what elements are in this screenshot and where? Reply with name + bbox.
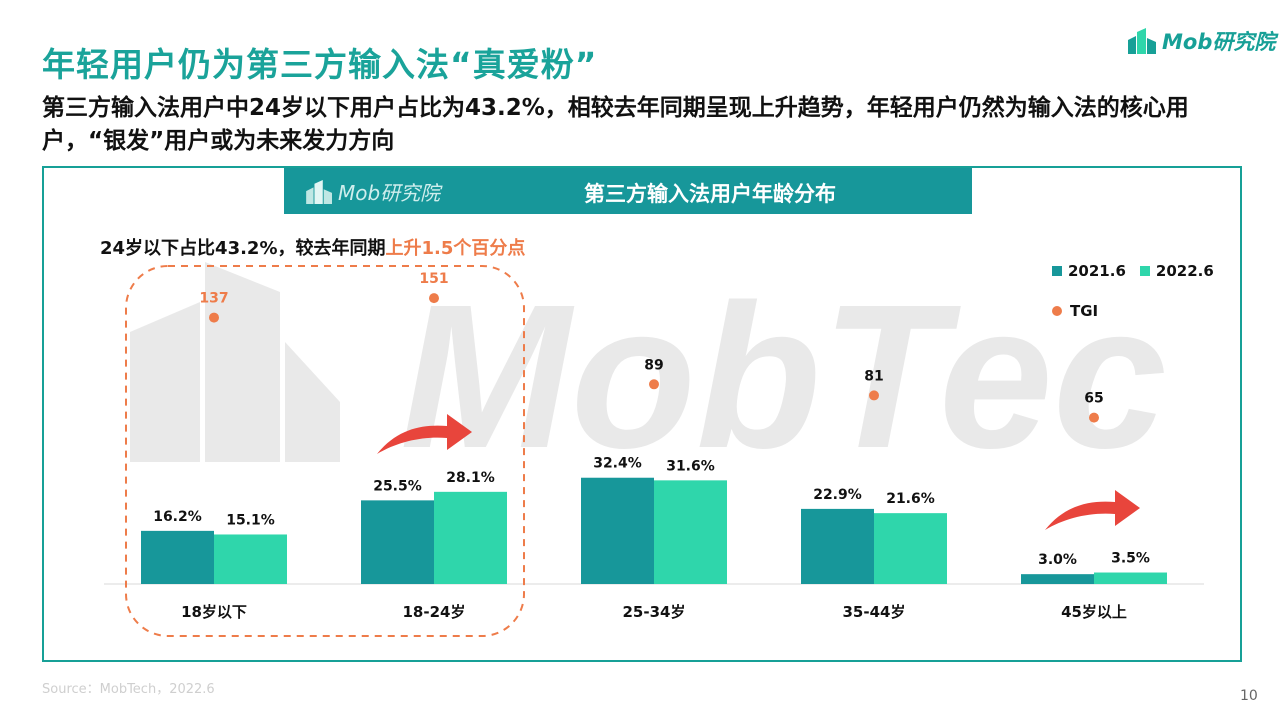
logo-text: Mob研究院 xyxy=(1162,30,1276,54)
bar-value-label: 32.4% xyxy=(593,456,642,472)
tgi-point-3 xyxy=(869,390,879,401)
chart-frame xyxy=(42,166,1242,662)
bar-2021.6-0 xyxy=(141,530,214,584)
building-logo-icon xyxy=(306,179,332,204)
x-tick-label: 45岁以上 xyxy=(1061,603,1127,621)
bar-2022.6-1 xyxy=(434,491,507,584)
source-note: Source：MobTech，2022.6 xyxy=(42,682,215,697)
watermark: MobTech xyxy=(130,262,1280,491)
bar-2022.6-4 xyxy=(1094,572,1167,584)
chart-title: 第三方输入法用户年龄分布 xyxy=(584,182,836,206)
tgi-point-4 xyxy=(1089,412,1099,423)
legend-item-tgi: TGI xyxy=(1052,302,1214,320)
tgi-value-label: 151 xyxy=(419,271,448,287)
chart-annotation: 24岁以下占比43.2%，较去年同期上升1.5个百分点 xyxy=(100,234,525,260)
bar-value-label: 15.1% xyxy=(226,512,275,528)
bar-value-label: 16.2% xyxy=(153,509,202,525)
highlight-box xyxy=(125,265,525,637)
x-tick-label: 18岁以下 xyxy=(181,603,247,621)
building-logo-icon xyxy=(1128,28,1156,54)
chart-banner: Mob研究院 第三方输入法用户年龄分布 xyxy=(284,168,972,214)
annotation-highlight: 上升1.5个百分点 xyxy=(385,238,526,259)
page-title: 年轻用户仍为第三方输入法“真爱粉” xyxy=(42,45,598,84)
bar-2022.6-2 xyxy=(654,480,727,584)
banner-logo: Mob研究院 xyxy=(306,177,440,206)
bar-2021.6-4 xyxy=(1021,574,1094,584)
tgi-value-label: 137 xyxy=(199,291,228,307)
bar-value-label: 3.0% xyxy=(1038,552,1077,568)
bar-value-label: 31.6% xyxy=(666,458,715,474)
x-tick-label: 35-44岁 xyxy=(843,603,906,621)
bar-2022.6-0 xyxy=(214,534,287,584)
page-subtitle: 第三方输入法用户中24岁以下用户占比为43.2%，相较去年同期呈现上升趋势，年轻… xyxy=(42,95,1189,154)
bar-value-label: 25.5% xyxy=(373,478,422,494)
x-tick-label: 18-24岁 xyxy=(403,603,466,621)
trend-arrow-icon xyxy=(377,414,472,454)
legend-label: 2022.6 xyxy=(1155,262,1214,280)
watermark-building-icon xyxy=(130,302,200,462)
tgi-point-0 xyxy=(209,312,219,323)
bar-2021.6-3 xyxy=(801,508,874,584)
bar-value-label: 22.9% xyxy=(813,487,862,503)
legend-label: 2021.6 xyxy=(1068,262,1126,280)
bar-2022.6-3 xyxy=(874,513,947,584)
annotation-text: 24岁以下占比43.2%，较去年同期 xyxy=(100,238,386,259)
trend-arrow-icon xyxy=(1045,490,1140,530)
tgi-point-1 xyxy=(429,293,439,304)
tgi-value-label: 65 xyxy=(1084,391,1103,407)
banner-logo-text: Mob研究院 xyxy=(338,181,441,205)
watermark-text: MobTech xyxy=(400,262,1170,462)
tgi-value-label: 89 xyxy=(644,357,663,373)
legend-item-2022: 2022.6 xyxy=(1139,262,1214,280)
bar-2021.6-1 xyxy=(361,500,434,584)
legend-swatch xyxy=(1139,266,1150,276)
tgi-point-2 xyxy=(649,379,659,390)
bar-value-label: 28.1% xyxy=(446,470,495,486)
chart-legend: 2021.6 2022.6 TGI xyxy=(1052,262,1214,320)
bar-2021.6-2 xyxy=(581,477,654,584)
x-tick-label: 25-34岁 xyxy=(623,603,686,621)
legend-label: TGI xyxy=(1070,302,1099,320)
legend-swatch xyxy=(1052,266,1062,276)
page-number: 10 xyxy=(1240,688,1258,704)
tgi-value-label: 81 xyxy=(864,368,883,384)
mob-logo: Mob研究院 xyxy=(1128,26,1275,56)
legend-dot xyxy=(1052,306,1062,316)
bar-value-label: 21.6% xyxy=(886,491,935,507)
legend-item-2021: 2021.6 xyxy=(1052,262,1126,280)
bar-value-label: 3.5% xyxy=(1111,551,1150,567)
